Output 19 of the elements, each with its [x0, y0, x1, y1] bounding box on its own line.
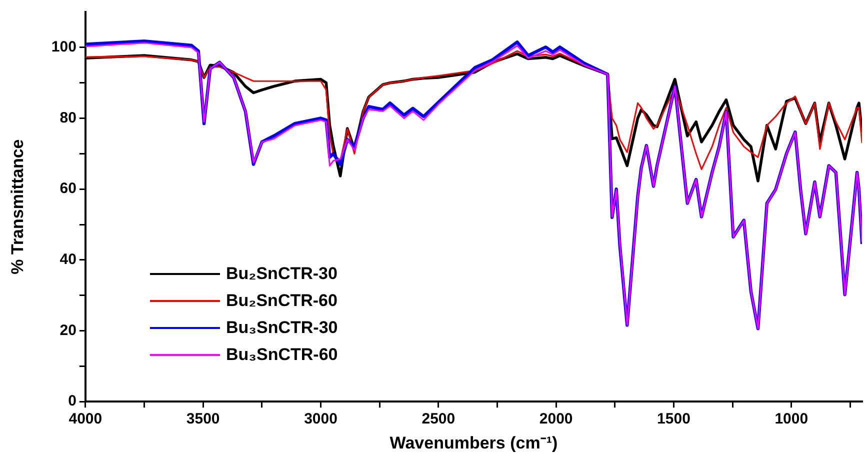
legend-label: Bu₃SnCTR-30 [226, 317, 338, 339]
x-tick-label: 3000 [304, 410, 338, 428]
x-tick-label: 3500 [186, 410, 220, 428]
y-axis-title: % Transmittance [8, 139, 27, 274]
x-tick-label: 4000 [68, 410, 102, 428]
x-tick-label: 1500 [657, 410, 690, 428]
legend-label: Bu₃SnCTR-60 [226, 344, 338, 366]
y-tick-label: 0 [68, 392, 76, 410]
y-tick-label: 80 [60, 109, 76, 126]
x-axis-title: Wavenumbers (cm⁻¹) [390, 433, 558, 452]
legend-label: Bu₂SnCTR-30 [226, 263, 338, 285]
x-tick-label: 1000 [774, 410, 808, 428]
y-tick-label: 20 [60, 322, 76, 339]
y-tick-label: 100 [51, 38, 76, 56]
x-tick-label: 2500 [422, 410, 456, 428]
y-tick-label: 60 [60, 180, 76, 198]
x-tick-label: 2000 [539, 410, 573, 428]
legend-label: Bu₂SnCTR-60 [226, 290, 338, 312]
y-tick-label: 40 [60, 251, 76, 268]
